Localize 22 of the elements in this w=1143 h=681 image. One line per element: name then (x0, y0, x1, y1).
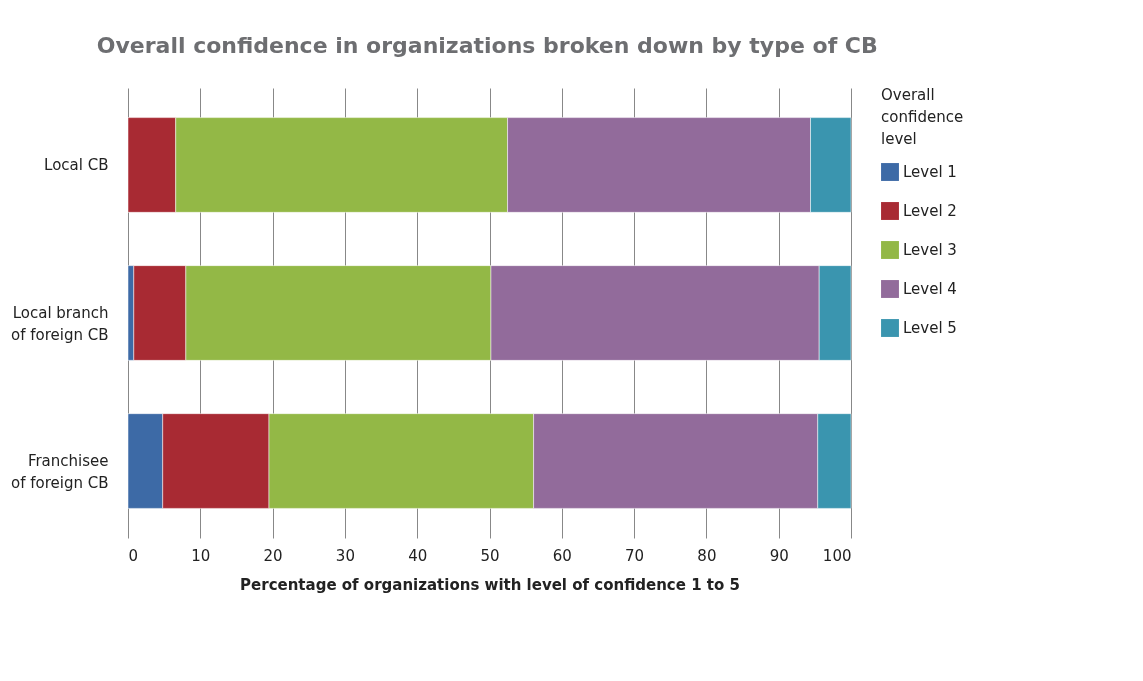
legend-label: Level 1 (903, 163, 957, 181)
x-axis-title: Percentage of organizations with level of confidence 1 to 5 (240, 575, 740, 594)
x-tick-label: 60 (552, 546, 572, 565)
x-tick-label: 0 (128, 546, 139, 565)
x-tick-label: 90 (769, 546, 789, 565)
legend-label: Level 4 (903, 280, 957, 298)
legend-label: Level 3 (903, 241, 957, 259)
x-tick-label: 40 (408, 546, 428, 565)
y-tick-label: Local branch of foreign CB (11, 304, 109, 344)
chart-title: Overall confidence in organizations broken down by type of CB (96, 33, 878, 58)
y-tick-label: Franchisee of foreign CB (11, 452, 109, 493)
legend-label: Level 2 (903, 202, 957, 220)
x-tick-label: 80 (697, 546, 717, 565)
x-tick-label: 20 (263, 546, 283, 565)
y-tick-label: Local CB (44, 155, 109, 174)
x-tick-label: 70 (625, 546, 645, 565)
x-tick-label: 30 (335, 546, 355, 565)
legend-label: Level 5 (903, 319, 957, 337)
x-tick-label: 10 (191, 546, 211, 565)
x-tick-label: 50 (480, 546, 500, 565)
legend-title: Overall confidence level (881, 86, 964, 148)
x-tick-label: 100 (822, 546, 852, 565)
